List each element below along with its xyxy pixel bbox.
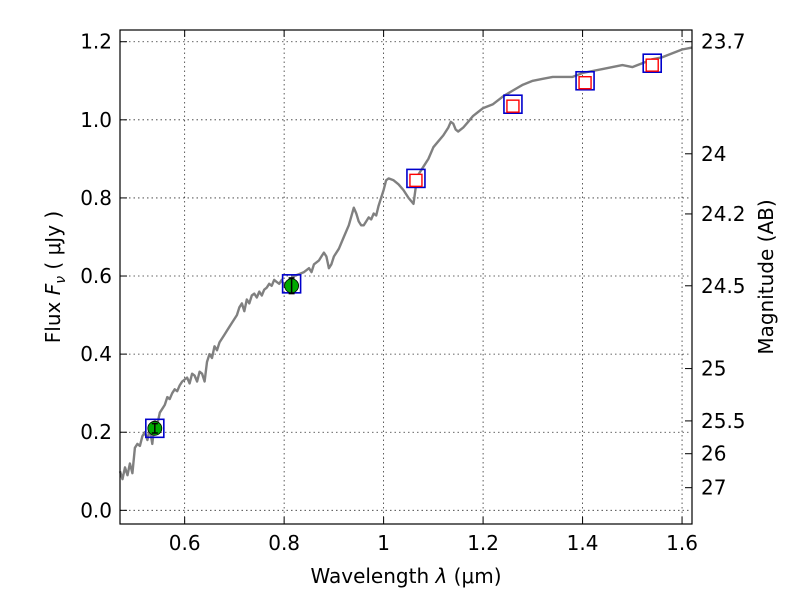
y2-tick-label: 26 [701,442,726,466]
plot-frame [119,29,693,525]
y2-tick-label: 25.5 [701,409,746,433]
x-axis-label: Wavelength λ (μm) [310,564,501,588]
y-tick-label: 0.6 [80,264,112,288]
y-tick-label: 1.0 [80,108,112,132]
y2-tick-label: 27 [701,476,726,500]
x-tick-label: 0.8 [268,531,300,555]
y-tick-label: 0.0 [80,498,112,522]
x-tick-label: 0.6 [169,531,201,555]
y2-tick-label: 25 [701,357,726,381]
photometry-box [145,418,165,439]
model-flux-marker [578,76,592,90]
model-flux-marker [645,58,659,72]
y-tick-label: 0.2 [80,420,112,444]
photometry-box [406,168,426,189]
x-tick-label: 1.4 [567,531,599,555]
y2-axis-label: Magnitude (AB) [754,199,778,354]
x-tick-label: 1 [377,531,390,555]
y2-tick-label: 24.5 [701,274,746,298]
model-spectrum-line [118,46,693,481]
x-tick-label: 1.6 [666,531,698,555]
x-tick-label: 1.2 [467,531,499,555]
model-flux-marker [506,99,520,113]
y-tick-label: 0.8 [80,186,112,210]
y-tick-label: 1.2 [80,30,112,54]
y2-tick-label: 24.2 [701,202,746,226]
photometry-box [642,53,663,73]
y-axis-label: Flux Fν ( μJy ) [41,211,69,343]
y-tick-label: 0.4 [80,342,112,366]
grid-layer [120,30,692,524]
photometry-box [503,94,523,114]
tick-layer: 0.6 0.8 1 1.2 1.4 1.6 0.0 0.2 0.4 0.6 0.8 1.0 1.2 23.… [80,30,745,555]
photometry-box [575,70,595,91]
model-flux-marker [409,173,423,188]
model-spectrum-layer [118,46,693,481]
marker-layer [145,53,663,439]
y2-tick-label: 24 [701,142,726,166]
y2-tick-label: 23.7 [701,30,746,54]
